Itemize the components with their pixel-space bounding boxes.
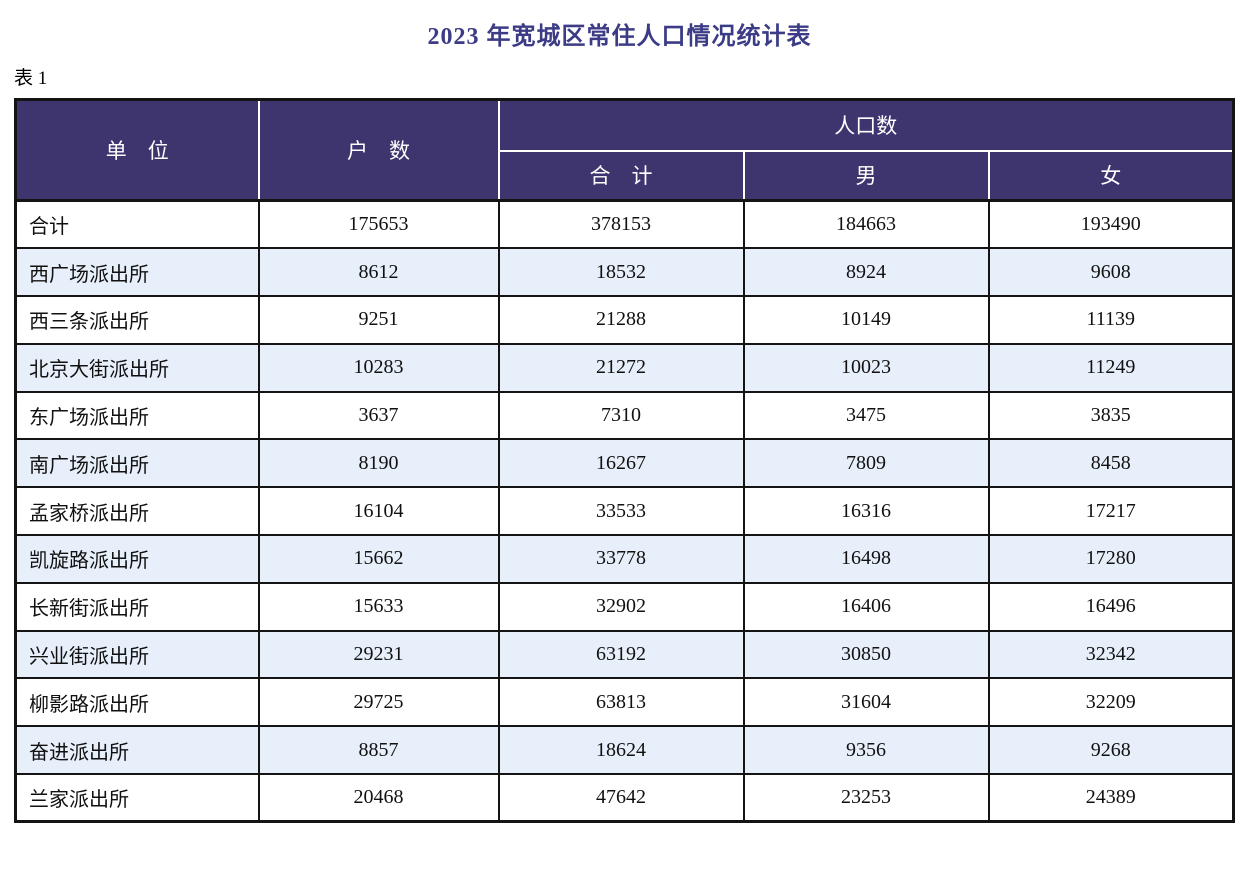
total-cell: 7310 [497,390,745,441]
male-cell: 23253 [742,773,990,823]
male-cell: 7809 [742,438,990,489]
table-label: 表 1 [14,68,48,89]
households-cell: 175653 [257,199,500,250]
table-row: 长新街派出所 15633 32902 16406 16496 [14,581,1235,632]
column-header-population-group: 人口数 [497,98,1235,152]
header-row-sub: 合 计 男 女 [16,149,1235,202]
total-cell: 32902 [497,581,745,632]
female-cell: 8458 [987,438,1235,489]
female-cell: 3835 [987,390,1235,441]
male-cell: 30850 [742,629,990,680]
table-row: 兴业街派出所 29231 63192 30850 32342 [14,629,1235,680]
table-row: 兰家派出所 20468 47642 23253 24389 [14,773,1235,823]
table-row: 南广场派出所 8190 16267 7809 8458 [14,438,1235,489]
male-cell: 8924 [742,247,990,298]
unit-cell: 孟家桥派出所 [14,486,260,537]
table-row: 合计 175653 378153 184663 193490 [14,199,1235,250]
unit-cell: 凯旋路派出所 [14,534,260,584]
unit-cell: 合计 [14,199,260,250]
female-cell: 193490 [987,199,1235,250]
households-cell: 10283 [257,342,500,393]
unit-cell: 西三条派出所 [14,295,260,345]
total-cell: 47642 [497,773,745,823]
total-cell: 21288 [497,295,745,345]
households-cell: 15633 [257,581,500,632]
households-cell: 8857 [257,725,500,776]
female-cell: 17280 [987,534,1235,584]
column-header-households: 户 数 [257,98,500,202]
unit-cell: 长新街派出所 [14,581,260,632]
households-cell: 16104 [257,486,500,537]
female-cell: 32342 [987,629,1235,680]
male-cell: 10023 [742,342,990,393]
population-table: 单 位 户 数 人口数 合 计 男 女 合计 175653 378153 184… [14,98,1236,824]
total-cell: 33778 [497,534,745,584]
column-header-female: 女 [987,149,1235,202]
unit-cell: 西广场派出所 [14,247,260,298]
table-header: 单 位 户 数 人口数 合 计 男 女 [14,98,1235,202]
male-cell: 184663 [742,199,990,250]
total-cell: 18624 [497,725,745,776]
page-title: 2023 年宽城区常住人口情况统计表 [427,24,812,50]
table-row: 孟家桥派出所 16104 33533 16316 17217 [14,486,1235,537]
total-cell: 18532 [497,247,745,298]
table-body: 合计 175653 378153 184663 193490 西广场派出所 86… [14,199,1235,823]
households-cell: 9251 [257,295,500,345]
total-cell: 63813 [497,677,745,728]
male-cell: 9356 [742,725,990,776]
unit-cell: 柳影路派出所 [14,677,260,728]
male-cell: 16498 [742,534,990,584]
households-cell: 8612 [257,247,500,298]
female-cell: 24389 [987,773,1235,823]
unit-cell: 兰家派出所 [14,773,260,823]
female-cell: 11139 [987,295,1235,345]
total-cell: 21272 [497,342,745,393]
female-cell: 9268 [987,725,1235,776]
male-cell: 10149 [742,295,990,345]
female-cell: 16496 [987,581,1235,632]
header-row-top: 单 位 户 数 人口数 [14,98,1235,202]
female-cell: 32209 [987,677,1235,728]
male-cell: 3475 [742,390,990,441]
column-header-total: 合 计 [497,149,745,202]
households-cell: 15662 [257,534,500,584]
column-header-male: 男 [742,149,990,202]
households-cell: 29231 [257,629,500,680]
table-row: 西广场派出所 8612 18532 8924 9608 [14,247,1235,298]
households-cell: 20468 [257,773,500,823]
total-cell: 16267 [497,438,745,489]
households-cell: 29725 [257,677,500,728]
table-row: 奋进派出所 8857 18624 9356 9268 [14,725,1235,776]
column-header-unit: 单 位 [14,98,260,202]
female-cell: 11249 [987,342,1235,393]
table-row: 西三条派出所 9251 21288 10149 11139 [14,295,1235,345]
male-cell: 16316 [742,486,990,537]
households-cell: 3637 [257,390,500,441]
male-cell: 31604 [742,677,990,728]
table-row: 柳影路派出所 29725 63813 31604 32209 [14,677,1235,728]
unit-cell: 南广场派出所 [14,438,260,489]
total-cell: 63192 [497,629,745,680]
households-cell: 8190 [257,438,500,489]
table-row: 凯旋路派出所 15662 33778 16498 17280 [14,534,1235,584]
table-row: 北京大街派出所 10283 21272 10023 11249 [14,342,1235,393]
total-cell: 378153 [497,199,745,250]
female-cell: 17217 [987,486,1235,537]
male-cell: 16406 [742,581,990,632]
unit-cell: 东广场派出所 [14,390,260,441]
unit-cell: 奋进派出所 [14,725,260,776]
table-row: 东广场派出所 3637 7310 3475 3835 [14,390,1235,441]
female-cell: 9608 [987,247,1235,298]
total-cell: 33533 [497,486,745,537]
unit-cell: 北京大街派出所 [14,342,260,393]
unit-cell: 兴业街派出所 [14,629,260,680]
